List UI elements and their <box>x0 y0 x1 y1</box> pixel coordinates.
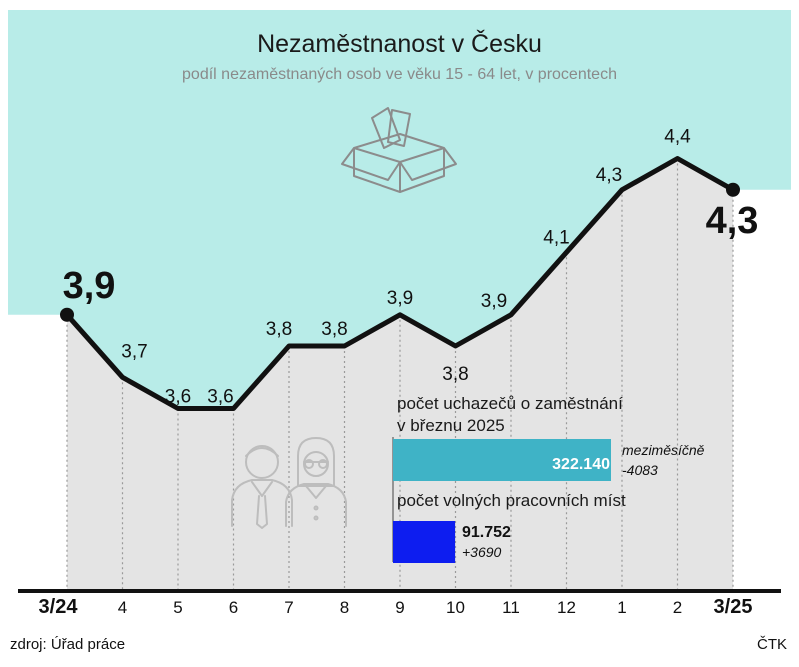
x-tick-label: 9 <box>395 598 404 617</box>
box-icon <box>341 107 457 193</box>
x-tick-label: 1 <box>617 598 626 617</box>
x-tick-label: 12 <box>557 598 576 617</box>
x-tick-label: 8 <box>340 598 349 617</box>
vacancies-bar <box>393 521 456 563</box>
endpoint-marker <box>60 307 74 322</box>
credit: ČTK <box>757 636 787 653</box>
data-label: 3,8 <box>266 319 292 340</box>
applicants-change: -4083 <box>622 462 658 478</box>
x-tick-label: 3/24 <box>39 596 79 618</box>
chart-title: Nezaměstnanost v Česku <box>257 30 542 58</box>
unemployment-line <box>64 156 736 411</box>
data-label: 4,1 <box>543 227 569 248</box>
x-tick-label: 2 <box>673 598 682 617</box>
data-label: 4,3 <box>706 200 759 242</box>
data-label: 3,7 <box>121 341 147 362</box>
vacancies-change: +3690 <box>462 544 502 560</box>
applicants-change-label: meziměsíčně <box>622 442 705 458</box>
data-label: 3,6 <box>207 387 233 408</box>
top-area <box>8 10 791 409</box>
data-label: 3,8 <box>321 319 347 340</box>
x-tick-label: 10 <box>446 598 465 617</box>
applicants-label-line1: počet uchazečů o zaměstnání <box>397 394 623 413</box>
vacancies-value: 91.752 <box>462 524 511 541</box>
applicants-label-line2: v březnu 2025 <box>397 416 505 435</box>
chart-subtitle: podíl nezaměstnaných osob ve věku 15 - 6… <box>182 66 617 83</box>
applicants-value: 322.140 <box>552 456 610 473</box>
applicants-bar <box>393 439 611 481</box>
x-tick-label: 5 <box>173 598 182 617</box>
source-note: zdroj: Úřad práce <box>10 636 126 653</box>
x-tick-label: 3/25 <box>714 596 753 618</box>
data-label: 4,4 <box>664 127 691 148</box>
data-label: 3,8 <box>442 364 468 385</box>
endpoint-marker <box>726 182 740 197</box>
data-label: 4,3 <box>596 165 622 186</box>
data-label: 3,9 <box>387 288 413 309</box>
vacancies-label: počet volných pracovních míst <box>397 491 626 510</box>
x-tick-label: 11 <box>502 598 520 617</box>
data-label: 3,9 <box>481 291 507 312</box>
grid-lines <box>66 158 734 591</box>
x-tick-label: 7 <box>284 598 293 617</box>
x-tick-label: 6 <box>229 598 238 617</box>
data-label: 3,6 <box>165 387 191 408</box>
data-label: 3,9 <box>63 265 116 307</box>
people-icon <box>231 437 347 529</box>
x-tick-label: 4 <box>118 598 127 617</box>
